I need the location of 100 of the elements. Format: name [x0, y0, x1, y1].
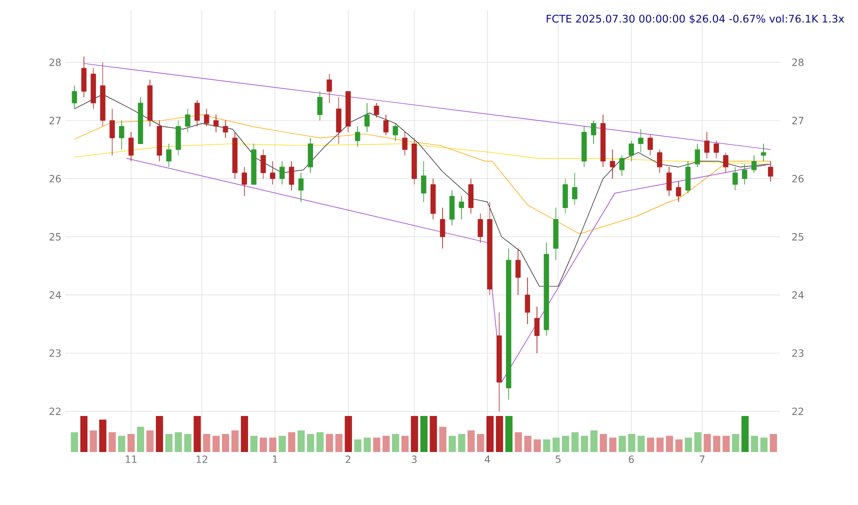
- x-tick-label: 4: [484, 456, 490, 463]
- y2-tick-label: 24: [792, 291, 804, 299]
- bar: [222, 434, 230, 452]
- candlestick: [449, 190, 455, 226]
- x-tick-label: 12: [196, 456, 208, 463]
- bar: [524, 436, 532, 452]
- x-tick-label: 11: [126, 456, 136, 463]
- y2-tick-label: 27: [792, 116, 804, 124]
- candlestick: [515, 248, 521, 296]
- y-tick-label: 22: [50, 408, 60, 415]
- candlestick: [81, 56, 86, 98]
- candlestick: [638, 128, 644, 153]
- candlestick: [166, 144, 172, 168]
- bar: [136, 426, 144, 452]
- candlestick: [176, 120, 181, 156]
- bar: [146, 430, 154, 452]
- bar: [675, 439, 683, 452]
- bar: [335, 434, 343, 452]
- bar: [288, 432, 296, 452]
- y2-tick-label: 23: [792, 349, 804, 357]
- line-series: [74, 94, 771, 287]
- candlestick: [412, 138, 417, 185]
- bar: [618, 436, 626, 452]
- bar: [666, 436, 674, 452]
- y2-tick-label: 25: [792, 233, 804, 241]
- bar: [505, 416, 513, 452]
- bar: [373, 438, 380, 452]
- candlestick: [610, 149, 616, 179]
- candlestick: [487, 202, 492, 296]
- bar: [741, 416, 749, 452]
- candlestick: [251, 144, 256, 185]
- y-tick-label: 27: [50, 116, 61, 124]
- bar: [90, 430, 97, 452]
- bar: [534, 439, 541, 452]
- bar: [684, 438, 692, 452]
- candlestick: [742, 164, 748, 185]
- candlestick: [582, 126, 587, 168]
- candlestick: [694, 144, 700, 168]
- candlestick: [317, 91, 322, 121]
- candlestick: [242, 166, 247, 196]
- candlestick: [392, 123, 398, 142]
- candlestick: [676, 181, 682, 202]
- bar: [580, 436, 588, 452]
- bar: [70, 432, 78, 452]
- bar: [514, 432, 522, 452]
- bar: [656, 438, 664, 452]
- bar: [486, 416, 494, 452]
- candlestick: [232, 132, 238, 179]
- candlestick: [421, 160, 426, 202]
- bar: [165, 434, 172, 452]
- x-tick-label: 3: [412, 456, 417, 464]
- bar: [590, 430, 598, 452]
- candlestick: [383, 114, 389, 136]
- bar: [306, 434, 314, 452]
- candlestick: [666, 166, 672, 196]
- candlestick: [760, 144, 766, 162]
- y-tick-label: 24: [50, 291, 61, 299]
- bar: [638, 436, 645, 452]
- candlestick: [657, 149, 662, 174]
- candlestick: [478, 213, 483, 243]
- bar: [269, 438, 276, 452]
- bar: [392, 434, 400, 452]
- bar: [562, 436, 570, 452]
- bar: [184, 434, 192, 452]
- bar: [722, 436, 730, 452]
- bar: [364, 438, 371, 452]
- candlestick: [628, 140, 634, 162]
- candlestick: [496, 312, 502, 412]
- chart-title: FCTE 2025.07.30 00:00:00 $26.04 -0.67% vol:76.1K 1.3x: [546, 14, 844, 24]
- candlestick: [119, 120, 124, 150]
- candlestick: [222, 120, 228, 138]
- candlestick: [308, 138, 314, 174]
- bar: [448, 436, 456, 452]
- bar: [80, 416, 88, 452]
- candlestick: [600, 114, 606, 168]
- bar: [609, 438, 616, 452]
- bar: [439, 426, 446, 452]
- bar: [477, 434, 484, 452]
- bar: [760, 438, 768, 452]
- candlestick: [288, 160, 294, 191]
- bar: [354, 439, 362, 452]
- line-series: [74, 114, 771, 234]
- bar: [212, 436, 220, 452]
- candlestick: [506, 248, 512, 400]
- candlestick: [544, 242, 549, 336]
- candlestick: [128, 132, 134, 162]
- bar: [628, 434, 636, 452]
- candlestick: [364, 102, 370, 132]
- bar: [410, 416, 418, 452]
- candlestick: [572, 172, 578, 206]
- bar: [713, 436, 720, 452]
- y-tick-label: 23: [50, 349, 61, 357]
- y-tick-label: 28: [50, 58, 61, 66]
- candlestick: [326, 74, 332, 104]
- bar: [298, 430, 305, 452]
- candlestick: [468, 178, 474, 214]
- bar: [750, 436, 758, 452]
- bar: [260, 438, 267, 452]
- bar: [704, 434, 711, 452]
- y2-tick-label: 22: [792, 408, 804, 415]
